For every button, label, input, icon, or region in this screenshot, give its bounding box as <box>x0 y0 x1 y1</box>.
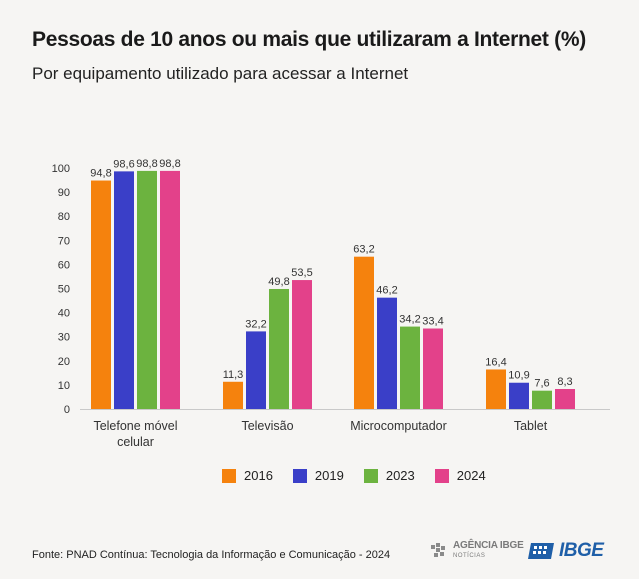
legend-label-2023: 2023 <box>385 468 415 483</box>
bar-value-label-2024-2: 33,4 <box>422 316 443 328</box>
bar-2019-3 <box>509 382 529 409</box>
agencia-ibge-logo-text: AGÊNCIA IBGE <box>453 540 524 551</box>
legend-label-2016: 2016 <box>244 468 273 483</box>
bar-2024-3 <box>555 388 575 409</box>
y-tick-label-0: 0 <box>64 404 70 416</box>
bar-value-label-2019-1: 32,2 <box>245 318 266 330</box>
chart-title: Pessoas de 10 anos ou mais que utilizara… <box>32 28 586 51</box>
bar-value-label-2016-1: 11,3 <box>223 369 244 381</box>
bar-2023-3 <box>532 390 552 409</box>
ibge-logo-text: IBGE <box>559 540 604 561</box>
agencia-ibge-logo: AGÊNCIA IBGE NOTÍCIAS <box>431 541 524 561</box>
legend-label-2019: 2019 <box>314 468 344 483</box>
x-tick-label-0-line-0: Telefone móvel <box>93 419 177 433</box>
y-tick-label-30: 30 <box>58 332 70 344</box>
bar-2019-2 <box>377 297 397 409</box>
agencia-ibge-logo-icon <box>431 543 445 557</box>
legend-item-2023: 2023 <box>363 468 415 483</box>
legend: 2016 2019 2023 2024 <box>222 468 486 483</box>
legend-swatch-2016 <box>222 468 236 483</box>
bar-value-label-2023-3: 7,6 <box>534 378 549 390</box>
bar-value-label-2019-0: 98,6 <box>113 158 134 170</box>
bar-2023-0 <box>137 170 157 409</box>
bar-2016-3 <box>486 369 506 409</box>
legend-item-2024: 2024 <box>434 468 486 483</box>
bar-value-label-2024-0: 98,8 <box>159 158 180 170</box>
legend-item-2019: 2019 <box>292 468 344 483</box>
y-tick-label-80: 80 <box>58 211 70 223</box>
bar-value-label-2024-1: 53,5 <box>291 267 312 279</box>
bar-value-label-2019-2: 46,2 <box>376 285 397 297</box>
bar-value-label-2023-0: 98,8 <box>136 158 157 170</box>
ibge-logo: IBGE <box>528 540 604 562</box>
bar-2024-1 <box>292 280 312 409</box>
bar-value-label-2016-3: 16,4 <box>485 356 506 368</box>
legend-label-2024: 2024 <box>456 468 486 483</box>
x-tick-label-3: Tablet <box>514 419 548 433</box>
bar-value-label-2023-1: 49,8 <box>268 276 289 288</box>
bar-value-label-2019-3: 10,9 <box>508 370 529 382</box>
legend-swatch-2019 <box>292 468 307 483</box>
agencia-ibge-logo-subtext: NOTÍCIAS <box>453 553 486 559</box>
ibge-logo-icon <box>528 543 554 559</box>
legend-swatch-2024 <box>434 468 449 483</box>
y-tick-label-20: 20 <box>58 356 70 368</box>
x-tick-label-1: Televisão <box>241 419 293 433</box>
bar-2016-2 <box>354 256 374 409</box>
x-tick-label-0-line-1: celular <box>117 435 154 449</box>
y-tick-label-40: 40 <box>58 308 70 320</box>
y-tick-label-70: 70 <box>58 235 70 247</box>
bar-2024-2 <box>423 328 443 409</box>
chart-subtitle: Por equipamento utilizado para acessar a… <box>32 64 409 83</box>
legend-swatch-2023 <box>363 468 378 483</box>
y-tick-label-50: 50 <box>58 284 70 296</box>
bar-2023-1 <box>269 288 289 409</box>
bar-2016-0 <box>91 180 111 409</box>
source-note: Fonte: PNAD Contínua: Tecnologia da Info… <box>32 549 391 561</box>
x-tick-label-2: Microcomputador <box>350 419 447 433</box>
bar-value-label-2016-2: 63,2 <box>353 244 374 256</box>
bar-2023-2 <box>400 326 420 409</box>
legend-item-2016: 2016 <box>222 468 273 483</box>
y-tick-label-90: 90 <box>58 187 70 199</box>
y-tick-label-60: 60 <box>58 259 70 271</box>
y-tick-label-100: 100 <box>52 163 70 175</box>
bar-value-label-2023-2: 34,2 <box>399 314 420 326</box>
bar-2024-0 <box>160 170 180 409</box>
bar-2016-1 <box>223 381 243 409</box>
y-tick-label-10: 10 <box>58 380 70 392</box>
bar-2019-0 <box>114 171 134 409</box>
bar-2019-1 <box>246 331 266 409</box>
bar-value-label-2024-3: 8,3 <box>557 376 572 388</box>
bar-value-label-2016-0: 94,8 <box>90 168 111 180</box>
